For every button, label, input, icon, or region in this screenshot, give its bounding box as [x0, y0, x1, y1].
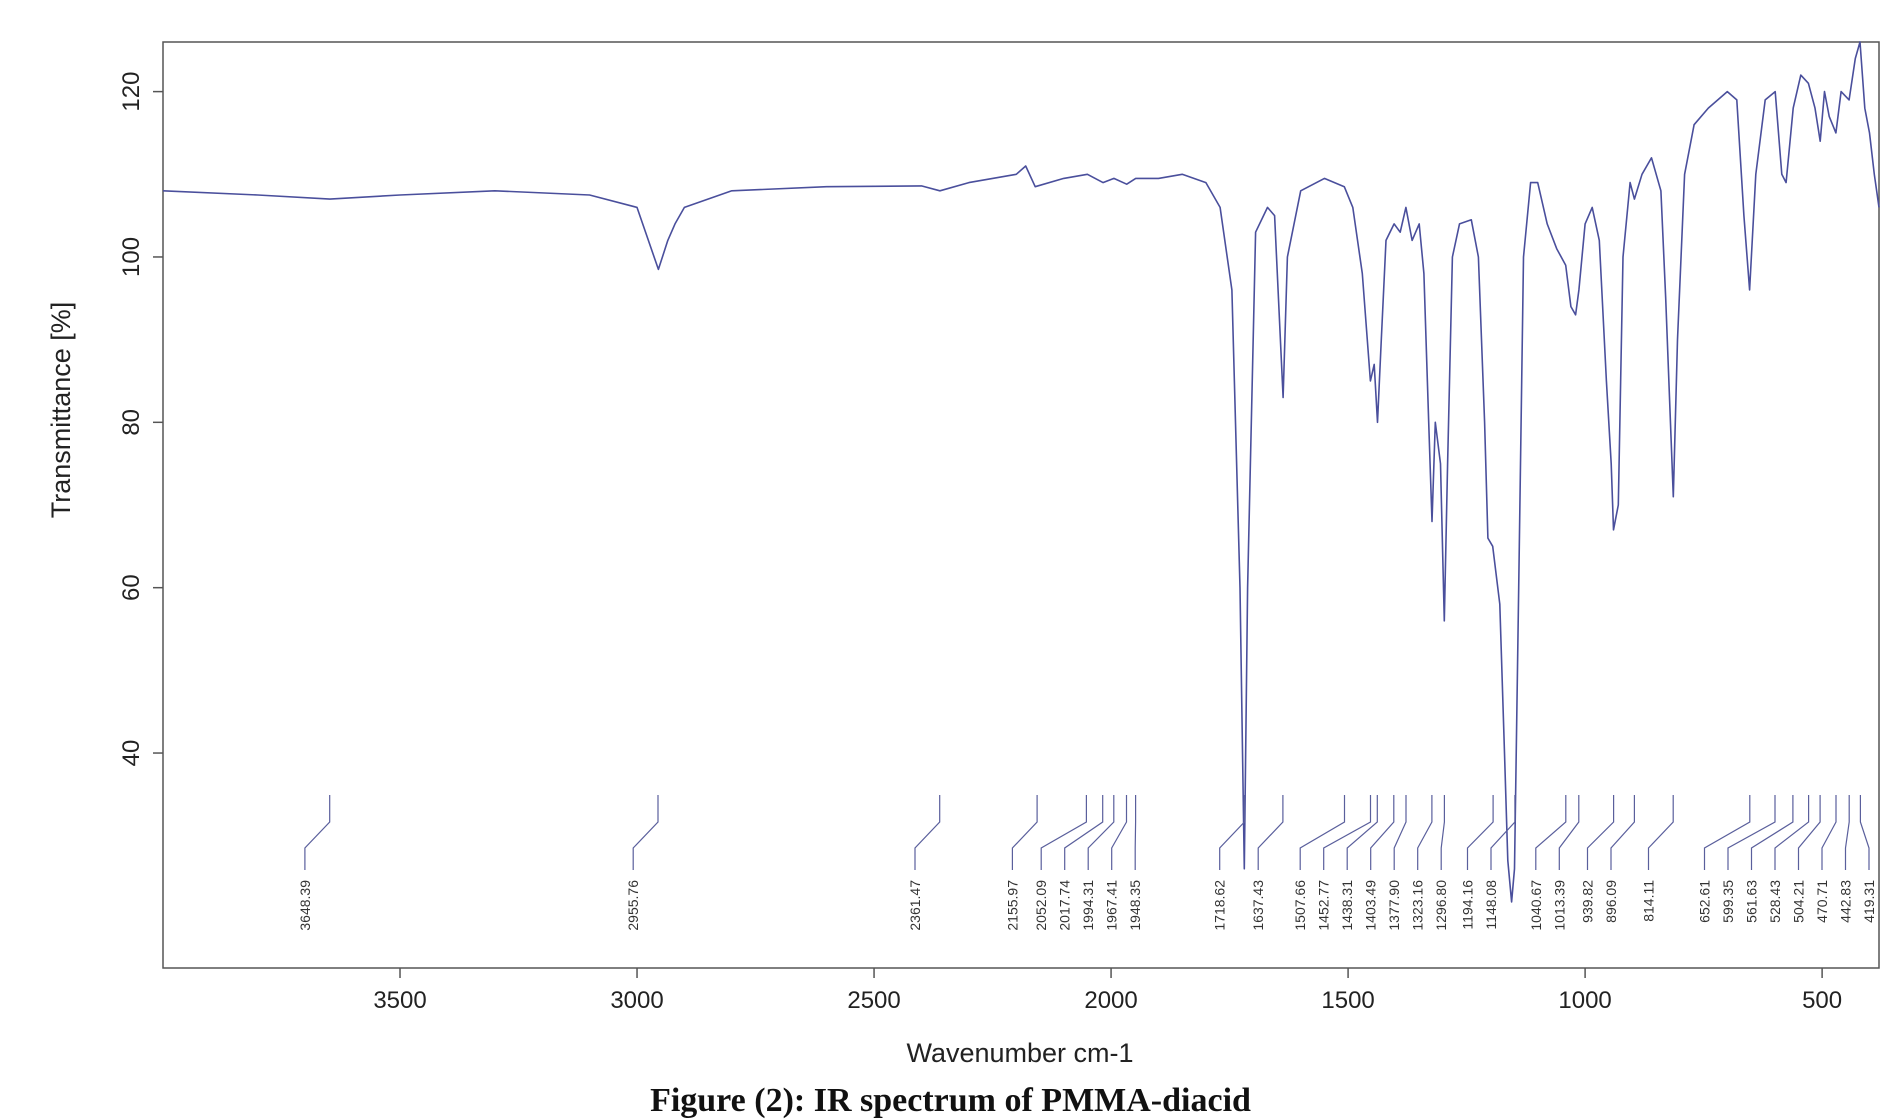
y-tick-label: 40: [118, 740, 145, 767]
peak-label: 1148.08: [1483, 880, 1499, 930]
peak-label: 1438.31: [1339, 880, 1355, 931]
peak-marker-line: [1588, 795, 1614, 870]
peak-label: 939.82: [1580, 880, 1596, 923]
peak-marker-line: [1220, 795, 1245, 870]
peak-marker-line: [1441, 795, 1444, 870]
y-tick-label: 100: [118, 237, 145, 277]
peak-marker-line: [1088, 795, 1114, 870]
y-axis: 40 60 80 100 120: [118, 72, 163, 767]
peak-marker-line: [1611, 795, 1634, 870]
peak-label: 1994.31: [1080, 880, 1096, 931]
peak-marker-line: [1012, 795, 1037, 870]
x-axis: 3500 3000 2500 2000 1500 1000 500: [373, 968, 1842, 1014]
peak-label: 1194.16: [1460, 880, 1476, 930]
peak-label: 470.71: [1814, 880, 1830, 923]
peak-label: 2361.47: [907, 880, 923, 931]
peak-label: 1452.77: [1316, 880, 1332, 931]
peak-label: 2955.76: [625, 880, 641, 931]
peak-marker-line: [1799, 795, 1821, 870]
peak-marker-line: [1559, 795, 1579, 870]
y-tick-label: 60: [118, 574, 145, 601]
peak-marker-line: [915, 795, 940, 870]
figure-caption: Figure (2): IR spectrum of PMMA-diacid: [0, 1082, 1901, 1120]
x-tick-label: 2500: [847, 987, 900, 1014]
x-tick-label: 1500: [1321, 987, 1374, 1014]
peak-label: 814.11: [1641, 880, 1657, 922]
spectrum-line: [163, 42, 1879, 902]
x-tick-label: 3500: [373, 987, 426, 1014]
peak-label: 1948.35: [1127, 880, 1143, 931]
peak-label: 599.35: [1720, 880, 1736, 923]
peak-marker-line: [1468, 795, 1494, 870]
peak-label: 561.63: [1744, 880, 1760, 923]
peak-label: 1296.80: [1433, 880, 1449, 931]
peak-marker-line: [1041, 795, 1086, 870]
peak-label: 504.21: [1791, 880, 1807, 923]
peak-marker-line: [1258, 795, 1283, 870]
peak-label: 896.09: [1603, 880, 1619, 923]
y-tick-label: 80: [118, 409, 145, 436]
x-tick-label: 2000: [1084, 987, 1137, 1014]
y-tick-label: 120: [118, 72, 145, 112]
peak-marker-line: [1649, 795, 1674, 870]
peak-label: 1718.62: [1212, 880, 1228, 931]
peak-label: 652.61: [1697, 880, 1713, 923]
peak-label: 1507.66: [1292, 880, 1308, 931]
peak-label: 1637.43: [1250, 880, 1266, 931]
x-tick-label: 1000: [1558, 987, 1611, 1014]
peak-markers: 3648.39 2955.76 2361.47 2155.97 2052.09 2017.…: [297, 795, 1877, 931]
peak-label: 2155.97: [1004, 880, 1020, 931]
peak-marker-line: [633, 795, 658, 870]
peak-label: 1013.39: [1551, 880, 1567, 931]
peak-marker-line: [1418, 795, 1432, 870]
peak-marker-line: [1371, 795, 1394, 870]
peak-marker-line: [305, 795, 330, 870]
x-tick-label: 500: [1802, 987, 1842, 1014]
peak-marker-line: [1491, 795, 1515, 870]
peak-marker-line: [1752, 795, 1793, 870]
peak-label: 419.31: [1861, 880, 1877, 923]
peak-marker-line: [1860, 795, 1869, 870]
peak-label: 1040.67: [1528, 880, 1544, 931]
peak-marker-line: [1705, 795, 1750, 870]
peak-marker-line: [1536, 795, 1566, 870]
peak-label: 442.83: [1838, 880, 1854, 923]
plot-frame: [163, 42, 1879, 968]
x-tick-label: 3000: [610, 987, 663, 1014]
peak-marker-line: [1822, 795, 1836, 870]
peak-label: 1403.49: [1363, 880, 1379, 931]
peak-label: 2017.74: [1057, 880, 1073, 931]
peak-label: 1377.90: [1386, 880, 1402, 931]
peak-marker-line: [1394, 795, 1406, 870]
x-axis-title: Wavenumber cm-1: [906, 1038, 1133, 1068]
peak-label: 1323.16: [1410, 880, 1426, 931]
peak-label: 3648.39: [297, 880, 313, 931]
peak-marker-line: [1775, 795, 1809, 870]
peak-label: 528.43: [1767, 880, 1783, 923]
peak-marker-line: [1300, 795, 1344, 870]
peak-marker-line: [1065, 795, 1103, 870]
peak-marker-line: [1846, 795, 1850, 870]
peak-label: 1967.41: [1104, 880, 1120, 931]
y-axis-title: Transmittance [%]: [46, 302, 76, 519]
peak-label: 2052.09: [1033, 880, 1049, 931]
